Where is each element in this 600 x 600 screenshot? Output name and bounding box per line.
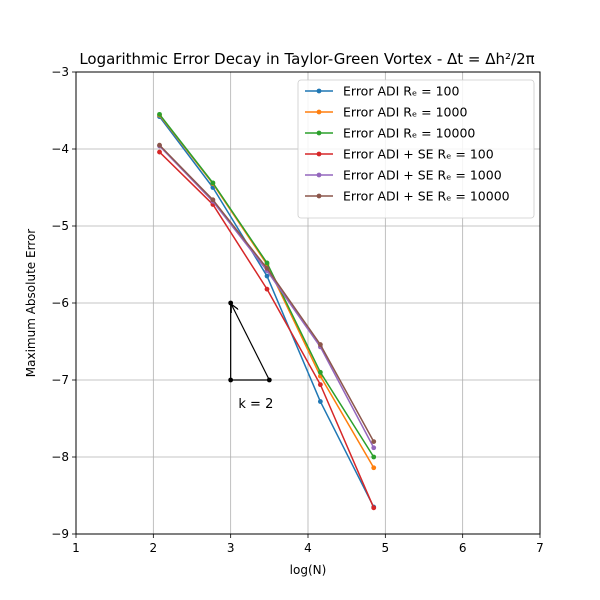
data-point [210, 180, 216, 186]
slope-label: k = 2 [238, 397, 273, 412]
data-point [317, 342, 323, 347]
data-point [371, 445, 377, 451]
data-point [157, 111, 162, 117]
legend-label: Error ADI Rₑ = 100 [343, 84, 460, 99]
y-tick-label: −5 [51, 219, 69, 233]
series-3 [157, 111, 377, 460]
y-axis-label: Maximum Absolute Error [24, 229, 38, 378]
data-point [157, 142, 162, 148]
series-4 [157, 149, 377, 511]
slope-arrow [232, 305, 270, 381]
x-tick-label: 5 [382, 541, 390, 555]
chart-title: Logarithmic Error Decay in Taylor-Green … [79, 50, 534, 68]
series-group [157, 111, 377, 511]
slope-triangle-vertex [228, 377, 234, 383]
legend-marker [316, 151, 322, 157]
legend-marker [316, 109, 322, 115]
axis-ticks: 1 2 3 4 5 6 7 −9 −8 −7 −6 −5 −4 −3 [51, 65, 544, 555]
x-axis-label: log(N) [290, 563, 327, 577]
data-point [157, 149, 162, 155]
legend-marker [316, 88, 322, 94]
series-6 [157, 142, 377, 444]
x-tick-label: 7 [536, 541, 544, 555]
legend: Error ADI Rₑ = 100 Error ADI Rₑ = 1000 Err… [297, 79, 535, 219]
slope-annotation: k = 2 [228, 300, 273, 412]
data-point [264, 286, 270, 292]
legend-box [297, 79, 535, 219]
data-point [317, 382, 323, 388]
data-point [317, 369, 323, 375]
x-tick-label: 6 [459, 541, 467, 555]
y-tick-label: −7 [51, 373, 69, 387]
data-point [371, 505, 377, 511]
y-tick-label: −3 [51, 65, 69, 79]
data-point [264, 265, 270, 271]
x-tick-label: 1 [72, 541, 80, 555]
legend-label: Error ADI + SE Rₑ = 100 [343, 147, 494, 162]
data-point [264, 260, 270, 266]
legend-label: Error ADI + SE Rₑ = 10000 [343, 189, 510, 204]
data-point [371, 439, 377, 444]
data-point [264, 273, 270, 279]
slope-triangle-vertex [228, 300, 234, 306]
y-tick-label: −8 [51, 450, 69, 464]
legend-label: Error ADI + SE Rₑ = 1000 [343, 168, 502, 183]
legend-label: Error ADI Rₑ = 1000 [343, 105, 467, 120]
x-tick-label: 3 [227, 541, 235, 555]
legend-marker [316, 193, 322, 199]
legend-marker [316, 130, 322, 136]
data-point [210, 197, 216, 203]
y-tick-label: −6 [51, 296, 69, 310]
legend-label: Error ADI Rₑ = 10000 [343, 126, 475, 141]
y-tick-label: −9 [51, 527, 69, 541]
x-tick-label: 2 [150, 541, 158, 555]
data-point [371, 454, 377, 460]
data-point [317, 399, 323, 404]
x-tick-label: 4 [304, 541, 312, 555]
legend-marker [316, 172, 322, 178]
data-point [371, 465, 377, 471]
y-tick-label: −4 [51, 142, 69, 156]
